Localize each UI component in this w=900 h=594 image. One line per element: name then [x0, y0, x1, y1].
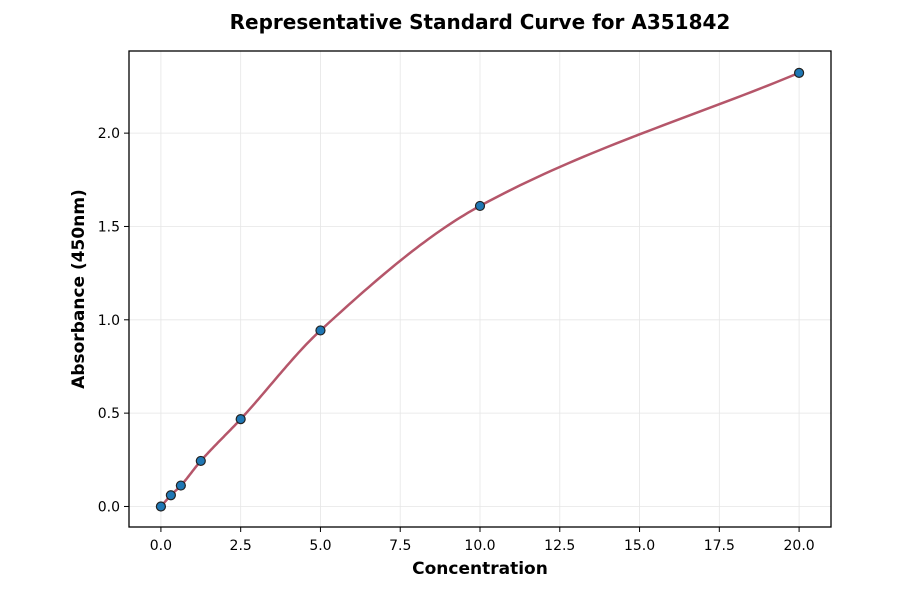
data-point: [235, 414, 246, 425]
y-axis-label: Absorbance (450nm): [69, 189, 89, 389]
data-point: [474, 200, 486, 212]
data-point: [165, 490, 176, 501]
data-point: [793, 67, 805, 78]
grid-lines: [129, 51, 831, 527]
data-points-layer: [155, 67, 805, 512]
x-tick-label: 10.0: [464, 538, 495, 554]
x-tick-label: 0.0: [150, 538, 172, 554]
x-axis-ticks: 0.0 2.5 5.0 7.5 10.0 12.5 15.0 17.5 20.0: [150, 527, 815, 554]
y-tick-label: 2.0: [98, 126, 120, 142]
y-tick-label: 0.0: [98, 499, 120, 515]
chart-title: Representative Standard Curve for A35184…: [230, 10, 731, 34]
y-tick-label: 1.0: [98, 313, 120, 329]
x-tick-label: 7.5: [389, 538, 411, 554]
x-tick-label: 20.0: [784, 538, 815, 554]
y-tick-label: 0.5: [98, 406, 120, 422]
data-point: [195, 455, 206, 467]
x-tick-label: 17.5: [704, 538, 735, 554]
data-point: [175, 480, 186, 491]
x-axis-label: Concentration: [412, 559, 548, 579]
data-point: [315, 325, 326, 336]
y-axis-ticks: 0.0 0.5 1.0 1.5 2.0: [98, 126, 129, 515]
x-tick-label: 2.5: [230, 538, 252, 554]
x-tick-label: 15.0: [624, 538, 655, 554]
y-tick-label: 1.5: [98, 219, 120, 235]
data-point: [155, 501, 167, 512]
x-tick-label: 5.0: [309, 538, 331, 554]
x-tick-label: 12.5: [544, 538, 575, 554]
